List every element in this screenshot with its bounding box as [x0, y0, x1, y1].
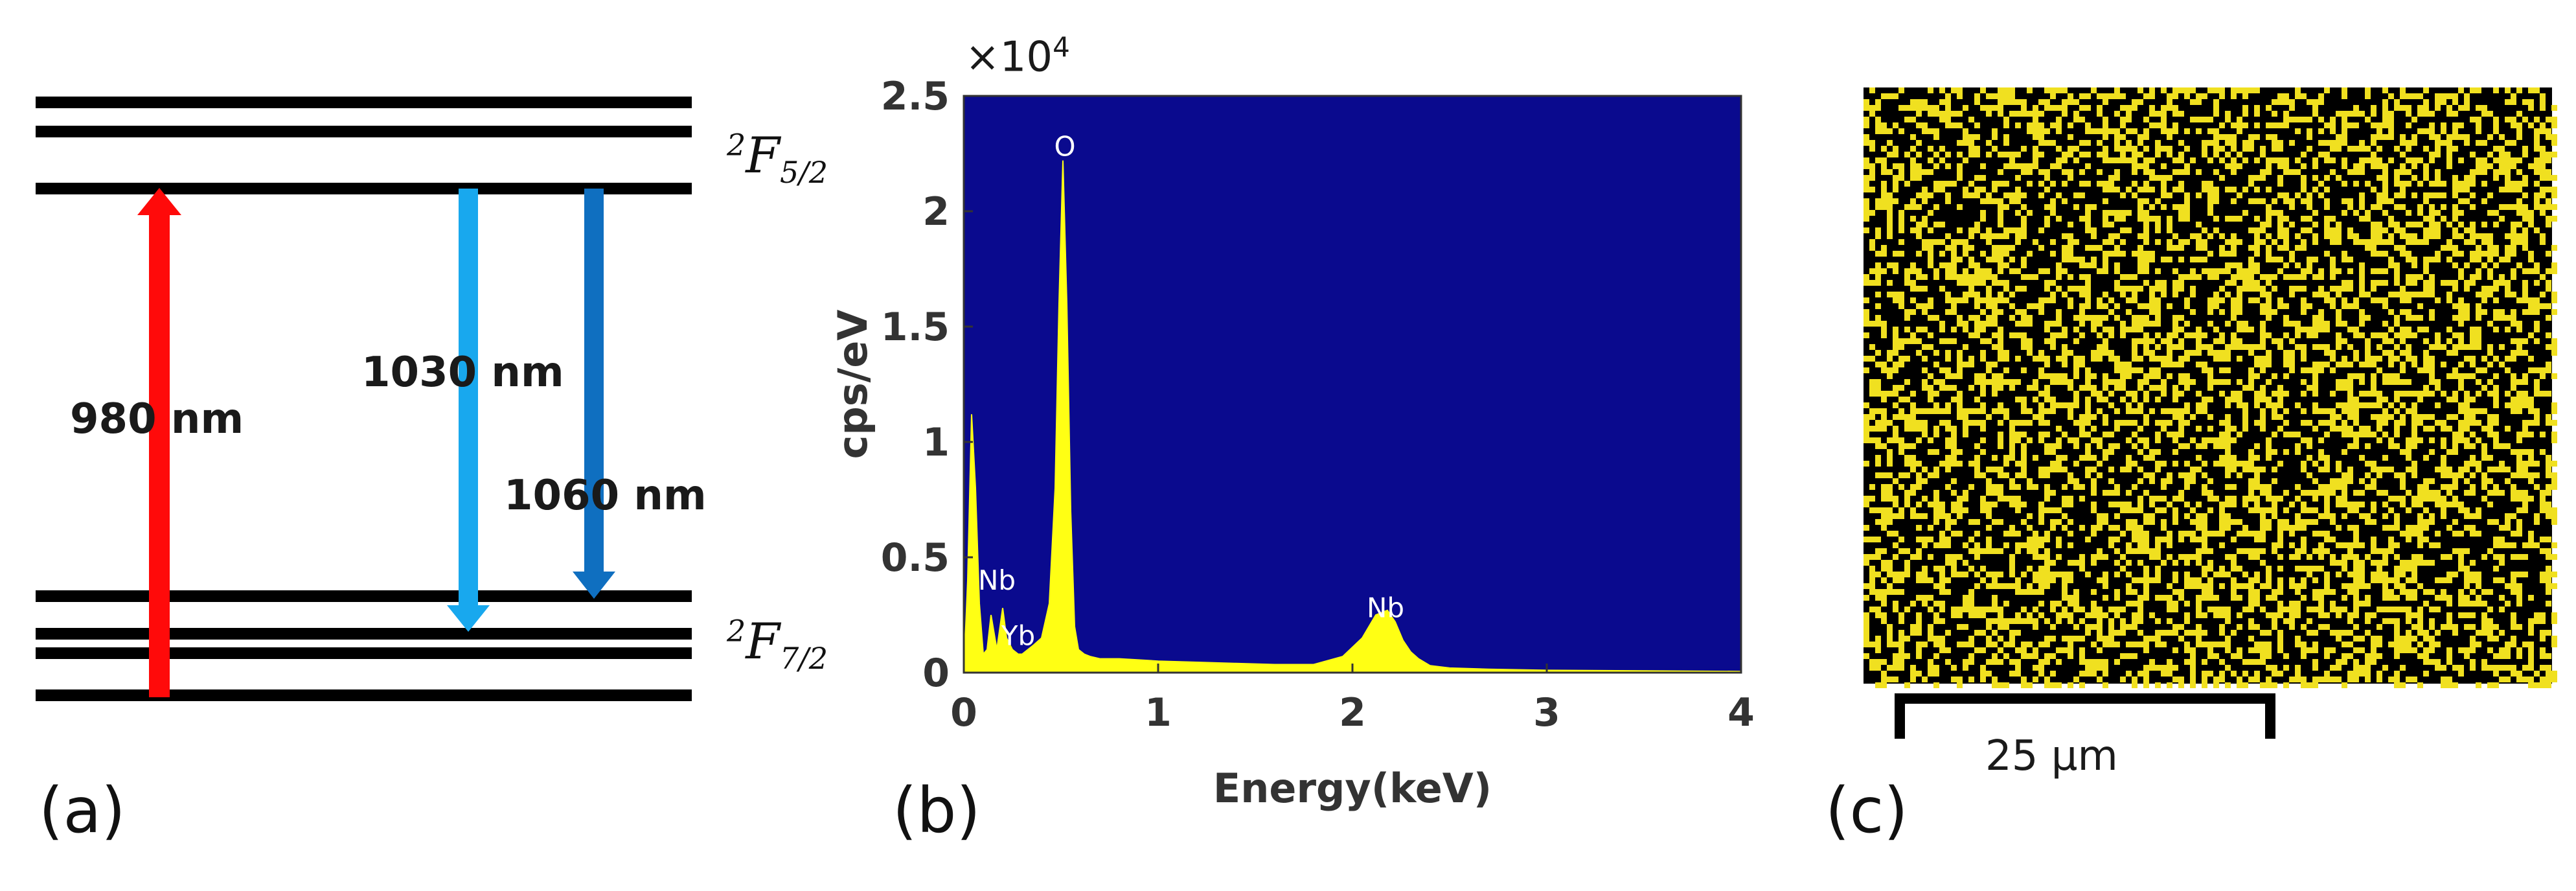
arrow-1060nm-shaft: [584, 189, 604, 573]
label-980nm: 980 nm: [70, 395, 244, 443]
scale-bar-label: 25 μm: [1985, 732, 2118, 780]
x-tick-label: 4: [1727, 690, 1755, 735]
label-1060nm: 1060 nm: [504, 472, 707, 520]
x-tick-label: 0: [950, 690, 977, 735]
upper-levels: [36, 97, 692, 194]
y-tick-label: 1.5: [881, 305, 950, 350]
panel-label-a: (a): [39, 774, 126, 847]
y-tick-label: 1: [922, 420, 950, 465]
x-tick-label: 3: [1533, 690, 1560, 735]
peak-label: Nb: [1367, 592, 1404, 624]
upper-manifold-label: 2F5/2: [727, 126, 828, 190]
lower-manifold-superscript: 2: [727, 613, 746, 649]
arrow-1060nm: [573, 189, 615, 599]
eds-spectrum-chart: 0 1 2 3 4 0 0.5 1 1.5 2 2.5 Energy(keV) cps/eV O Nb Yb N…: [829, 74, 1755, 812]
arrow-980nm-shaft: [149, 214, 170, 697]
peak-label: Yb: [1001, 619, 1035, 651]
lower-manifold-symbol: F: [746, 612, 781, 670]
arrow-1030nm-shaft: [459, 189, 478, 607]
lower-manifold-subscript: 7/2: [780, 641, 828, 677]
arrow-1030nm-head: [447, 605, 490, 632]
y-tick-label: 2.5: [881, 74, 950, 119]
label-1030nm: 1030 nm: [361, 349, 564, 397]
lower-manifold-label: 2F7/2: [727, 612, 828, 676]
plot-background: [964, 96, 1741, 673]
energy-level-diagram: [36, 97, 692, 701]
y-tick-label: 2: [922, 189, 950, 235]
upper-manifold-symbol: F: [746, 126, 781, 184]
y-axis-label: cps/eV: [829, 310, 876, 459]
lower-levels: [36, 590, 692, 701]
spectrum-area: [963, 160, 1742, 673]
arrow-1030nm: [447, 189, 490, 632]
x-tick-label: 2: [1339, 690, 1366, 735]
upper-manifold-superscript: 2: [727, 127, 746, 163]
map-dots: [1864, 87, 2557, 688]
y-tick-label: 0.5: [881, 535, 950, 581]
y-tick-label: 0: [922, 651, 950, 696]
peak-label: Nb: [978, 564, 1016, 596]
elemental-map: [1864, 87, 2557, 688]
arrow-980nm-head: [137, 188, 181, 215]
x-tick-label: 1: [1145, 690, 1172, 735]
arrow-980nm: [137, 188, 181, 697]
y-multiplier-base: ×10: [965, 33, 1053, 82]
arrow-1060nm-head: [573, 572, 615, 599]
x-axis-label: Energy(keV): [1213, 765, 1492, 812]
peak-label: O: [1054, 131, 1075, 163]
y-multiplier-exponent: 4: [1053, 31, 1070, 63]
upper-manifold-subscript: 5/2: [780, 155, 828, 191]
panel-label-c: (c): [1825, 774, 1908, 847]
y-multiplier: ×104: [965, 31, 1070, 81]
scale-bar-line: [1895, 693, 2275, 739]
panel-label-b: (b): [893, 774, 981, 847]
scale-bar: [1895, 693, 2275, 739]
